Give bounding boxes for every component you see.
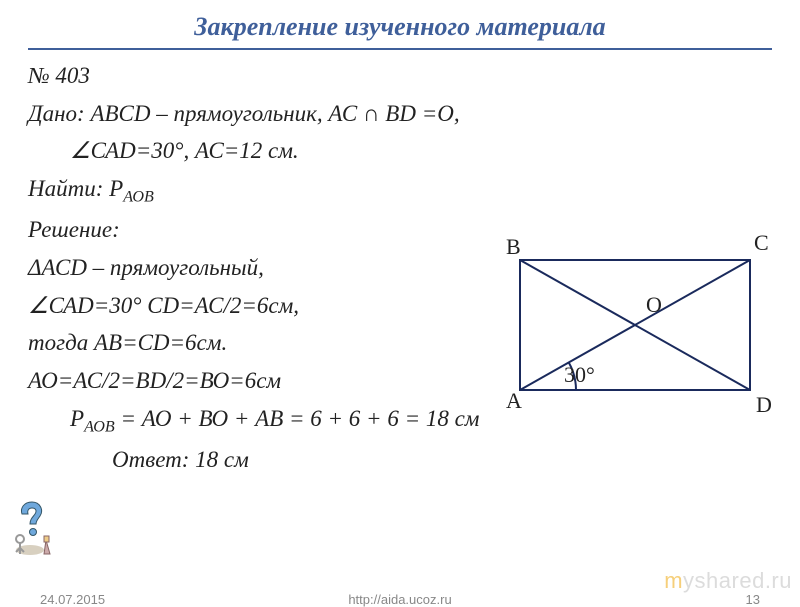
rectangle-diagram: A B C D O 30° — [500, 230, 780, 430]
watermark-rest: yshared.ru — [683, 568, 792, 593]
problem-number: № 403 — [28, 58, 772, 94]
find-label: Найти: Р — [28, 176, 123, 201]
label-D: D — [756, 392, 772, 417]
perimeter-P: Р — [70, 406, 84, 431]
label-angle: 30° — [564, 362, 595, 387]
slide: Закрепление изученного материала № 403 Д… — [0, 0, 800, 600]
given-line-2: ∠САD=30°, АС=12 см. — [28, 133, 772, 169]
find-subscript: АОВ — [123, 189, 154, 206]
slide-title: Закрепление изученного материала — [28, 12, 772, 50]
watermark: myshared.ru — [664, 568, 792, 594]
perimeter-subscript: АОВ — [84, 418, 115, 435]
watermark-m: m — [664, 568, 683, 593]
given-line-1: Дано: ABCD – прямоугольник, АС ∩ ВD =О, — [28, 96, 772, 132]
label-A: A — [506, 388, 522, 413]
perimeter-expr: = АО + ВО + АВ = 6 + 6 + 6 = 18 см — [115, 406, 480, 431]
question-icon — [14, 492, 70, 556]
answer-line: Ответ: 18 см — [28, 442, 772, 478]
label-C: C — [754, 230, 769, 255]
label-B: B — [506, 234, 521, 259]
label-O: O — [646, 292, 662, 317]
find-line: Найти: РАОВ — [28, 171, 772, 211]
diagram-svg: A B C D O 30° — [500, 230, 780, 430]
